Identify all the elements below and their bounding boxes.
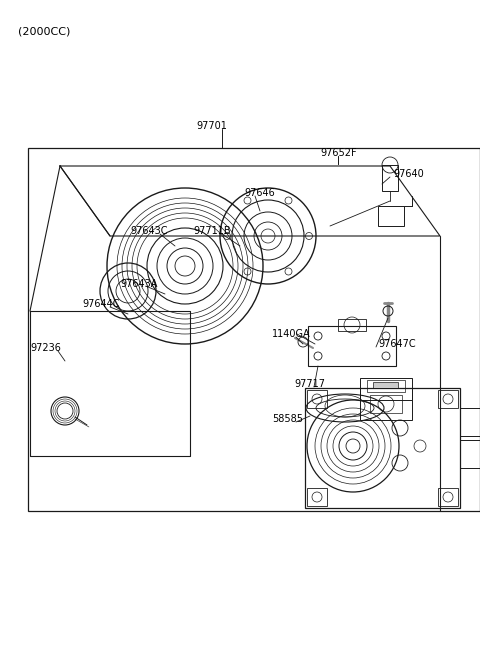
Bar [367,380,405,392]
Text: 97717: 97717 [294,379,325,389]
Text: 97644C: 97644C [82,299,120,309]
Bar [460,440,480,468]
Bar [370,395,402,413]
Text: 97701: 97701 [196,121,227,131]
Bar [307,390,327,408]
Bar [460,408,480,436]
Bar [360,378,412,400]
Text: 58585: 58585 [272,414,303,424]
Bar [307,488,327,506]
Text: (2000CC): (2000CC) [18,26,71,36]
Text: 97643C: 97643C [130,226,168,236]
Bar [28,148,480,511]
Bar [378,206,404,226]
Text: 97711B: 97711B [193,226,230,236]
Text: 97646: 97646 [244,188,275,198]
Bar [308,326,396,366]
Text: 97647C: 97647C [378,339,416,349]
Text: 97643A: 97643A [120,279,157,289]
Bar [305,388,460,508]
Bar [338,319,366,331]
Text: 97652F: 97652F [320,148,357,158]
Text: 97640: 97640 [393,169,424,179]
Bar [360,388,412,420]
Text: 1140GA: 1140GA [272,329,311,339]
Bar [382,165,398,191]
Text: 97236: 97236 [30,343,61,353]
Bar [438,488,458,506]
Bar [373,382,398,388]
Bar [438,390,458,408]
